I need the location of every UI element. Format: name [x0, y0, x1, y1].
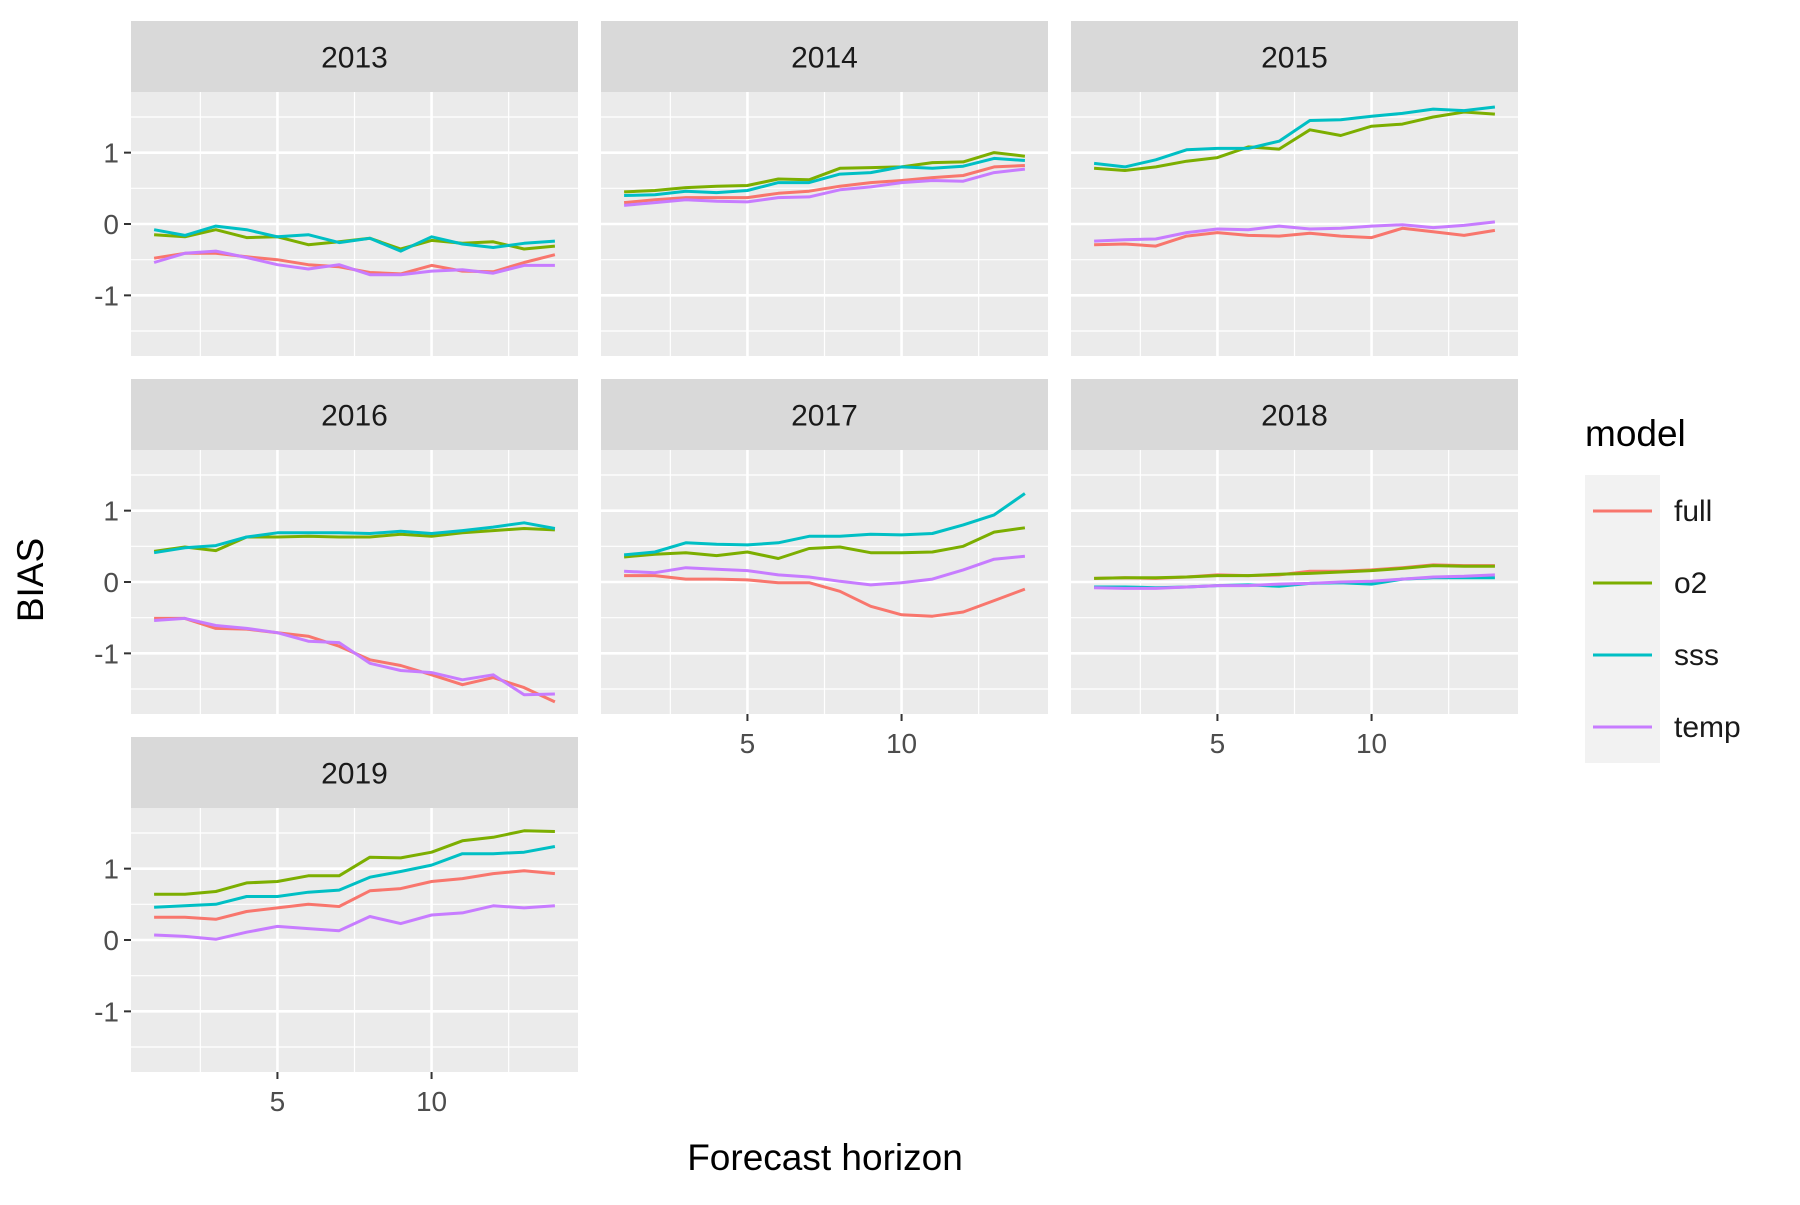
- facet-panel-2017: 2017 5 10: [601, 379, 1048, 759]
- series-line-full: [624, 574, 1026, 618]
- series-line-temp: [1094, 573, 1495, 590]
- legend-label-o2: o2: [1674, 567, 1707, 600]
- facet-strip: [131, 21, 578, 92]
- x-tick-label: 5: [1210, 728, 1226, 759]
- y-tick-label: 1: [103, 854, 119, 885]
- facet-strip: [601, 21, 1048, 92]
- series-line-temp: [153, 616, 555, 697]
- facet-strip-label: 2015: [1261, 42, 1328, 75]
- facet-panel-2016: 2016 -1 0 1: [94, 379, 578, 714]
- series-line-o2: [624, 151, 1026, 194]
- series-line-temp: [623, 167, 1026, 207]
- series-line-temp: [154, 904, 556, 941]
- y-tick-label: 0: [103, 567, 119, 598]
- series-line-o2: [623, 526, 1026, 560]
- facet-panel-2019: 2019 -1 0 1 5 10: [94, 737, 578, 1117]
- legend-label-temp: temp: [1674, 711, 1741, 744]
- facet-panel-2014: 2014: [601, 21, 1048, 356]
- facet-strip: [601, 379, 1048, 450]
- series-line-temp: [624, 554, 1026, 587]
- series-line-temp: [153, 249, 555, 277]
- facet-strip-label: 2019: [321, 758, 388, 791]
- x-tick-label: 10: [1356, 728, 1387, 759]
- facet-strip: [1071, 379, 1518, 450]
- series-line-o2: [154, 829, 555, 896]
- y-axis-title: BIAS: [10, 538, 51, 622]
- series-line-o2: [153, 527, 555, 553]
- facet-strip-label: 2016: [321, 400, 388, 433]
- x-axis-title: Forecast horizon: [687, 1137, 963, 1178]
- legend-key-background: [1585, 475, 1660, 763]
- y-tick-label: -1: [94, 280, 119, 311]
- legend-label-full: full: [1674, 495, 1712, 528]
- legend: model full o2 sss temp: [1585, 413, 1741, 763]
- legend-title: model: [1585, 413, 1686, 454]
- x-tick-label: 10: [416, 1086, 447, 1117]
- series-line-full: [1094, 226, 1496, 248]
- x-tick-label: 5: [270, 1086, 286, 1117]
- x-tick-label: 10: [886, 728, 917, 759]
- series-line-sss: [153, 224, 556, 253]
- series-line-full: [154, 869, 556, 921]
- facet-panel-2013: 2013 -1 0 1: [94, 21, 578, 356]
- facet-strip-label: 2014: [791, 42, 858, 75]
- y-tick-label: 1: [103, 496, 119, 527]
- facet-strip: [131, 737, 578, 808]
- y-tick-label: -1: [94, 996, 119, 1027]
- facet-panel-2015: 2015: [1071, 21, 1518, 356]
- facet-strip-label: 2018: [1261, 400, 1328, 433]
- series-line-o2: [1094, 564, 1495, 580]
- y-tick-label: 0: [103, 209, 119, 240]
- legend-label-sss: sss: [1674, 639, 1719, 672]
- x-tick-label: 5: [740, 728, 756, 759]
- facet-panel-2018: 2018 5 10: [1071, 379, 1518, 759]
- series-line-sss: [153, 521, 556, 555]
- facet-strip: [131, 379, 578, 450]
- y-tick-label: -1: [94, 638, 119, 669]
- series-line-temp: [1094, 220, 1496, 243]
- series-line-full: [623, 164, 1025, 205]
- facet-strip-label: 2017: [791, 400, 858, 433]
- series-line-sss: [1093, 105, 1496, 169]
- facet-strip-label: 2013: [321, 42, 388, 75]
- y-tick-label: 0: [103, 925, 119, 956]
- series-line-sss: [624, 156, 1026, 197]
- series-line-sss: [154, 845, 556, 909]
- series-line-sss: [623, 492, 1026, 557]
- series-line-o2: [1093, 110, 1496, 172]
- y-tick-label: 1: [103, 138, 119, 169]
- facet-strip: [1071, 21, 1518, 92]
